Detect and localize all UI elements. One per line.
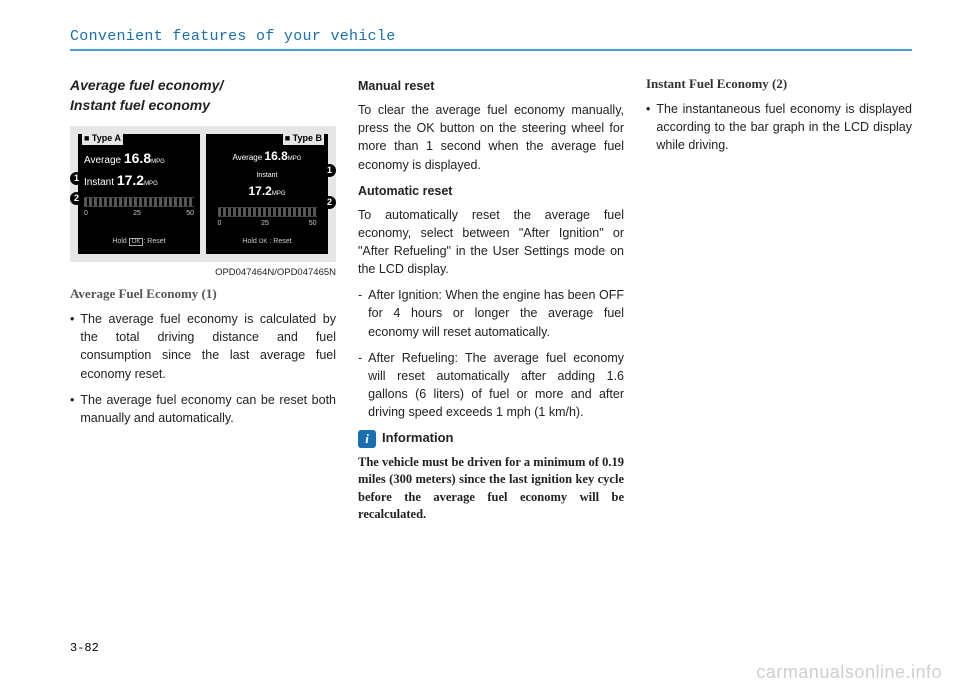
chapter-header: Convenient features of your vehicle (70, 28, 912, 51)
hold-a: Hold OK: Reset (84, 237, 194, 247)
tick-25a: 25 (133, 209, 141, 219)
dash-1-text: After Ignition: When the engine has been… (368, 286, 624, 340)
avg-fuel-head: Average Fuel Economy (1) (70, 285, 336, 304)
manual-reset-para: To clear the average fuel economy manual… (358, 101, 624, 174)
marker-1a: 1 (70, 172, 83, 185)
inst-unit-b: MPG (272, 191, 286, 197)
tick-50b: 50 (309, 219, 317, 229)
avg-unit-b: MPG (288, 156, 302, 162)
dash: - (358, 349, 362, 422)
manual-reset-head: Manual reset (358, 77, 624, 95)
avg-unit-a: MPG (151, 159, 165, 165)
inst-label-a: Instant (84, 177, 114, 188)
avg-label-a: Average (84, 155, 121, 166)
bullet-2-text: The average fuel economy can be reset bo… (80, 391, 336, 427)
figure-caption: OPD047464N/OPD047465N (70, 266, 336, 280)
info-text: The vehicle must be driven for a minimum… (358, 454, 624, 524)
type-a-label: ■ Type A (82, 132, 123, 145)
page-number: 3-82 (70, 641, 99, 655)
marker-2b: 2 (323, 196, 336, 209)
info-heading: i Information (358, 429, 624, 448)
dash-2-text: After Refueling: The average fuel econom… (368, 349, 624, 422)
info-label: Information (382, 429, 454, 448)
watermark: carmanualsonline.info (756, 662, 942, 683)
tick-0b: 0 (218, 219, 222, 229)
column-1: Average fuel economy/ Instant fuel econo… (70, 75, 336, 524)
ticks-b: 0 25 50 (218, 219, 317, 229)
content-columns: Average fuel economy/ Instant fuel econo… (70, 75, 912, 524)
hold-b: Hold OK : Reset (242, 237, 291, 247)
marker-1b: 1 (323, 164, 336, 177)
avg-label-b: Average (233, 153, 263, 162)
gauge-a (84, 197, 194, 207)
screen-type-a: ■ Type A 1 2 Average 16.8MPG Instant 17.… (78, 134, 200, 254)
bullet-1-text: The average fuel economy is calculated b… (80, 310, 336, 383)
bullet-dot: • (70, 310, 74, 383)
column-3: Instant Fuel Economy (2) • The instantan… (646, 75, 912, 524)
inst-val-a: 17.2 (117, 172, 144, 188)
title-line2: Instant fuel economy (70, 97, 210, 113)
type-b-label: ■ Type B (283, 132, 324, 145)
bullet-2: • The average fuel economy can be reset … (70, 391, 336, 427)
gauge-b (218, 207, 317, 217)
avg-val-b: 16.8 (264, 149, 287, 163)
auto-reset-para: To automatically reset the average fuel … (358, 206, 624, 279)
tick-25b: 25 (261, 219, 269, 229)
screen-type-b: ■ Type B 1 2 Average 16.8MPG Instant 17.… (206, 134, 328, 254)
inst-unit-a: MPG (144, 181, 158, 187)
dash-2: - After Refueling: The average fuel econ… (358, 349, 624, 422)
bullet-dot: • (70, 391, 74, 427)
avg-val-a: 16.8 (124, 150, 151, 166)
section-title: Average fuel economy/ Instant fuel econo… (70, 75, 336, 116)
marker-2a: 2 (70, 192, 83, 205)
lcd-figure: ■ Type A 1 2 Average 16.8MPG Instant 17.… (70, 126, 336, 262)
bullet-dot: • (646, 100, 650, 154)
inst-val-b: 17.2 (248, 184, 271, 198)
ok-box-a: OK (129, 238, 144, 246)
auto-reset-head: Automatic reset (358, 182, 624, 200)
ticks-a: 0 25 50 (84, 209, 194, 219)
bullet-1: • The average fuel economy is calculated… (70, 310, 336, 383)
tick-0a: 0 (84, 209, 88, 219)
inst-label-b: Instant (256, 171, 277, 181)
col3-bullet-text: The instantaneous fuel economy is displa… (656, 100, 912, 154)
ok-text-b: OK (259, 239, 268, 245)
instant-fuel-head: Instant Fuel Economy (2) (646, 75, 912, 94)
info-icon: i (358, 430, 376, 448)
col3-bullet: • The instantaneous fuel economy is disp… (646, 100, 912, 154)
column-2: Manual reset To clear the average fuel e… (358, 75, 624, 524)
dash: - (358, 286, 362, 340)
dash-1: - After Ignition: When the engine has be… (358, 286, 624, 340)
tick-50a: 50 (186, 209, 194, 219)
title-line1: Average fuel economy/ (70, 77, 223, 93)
